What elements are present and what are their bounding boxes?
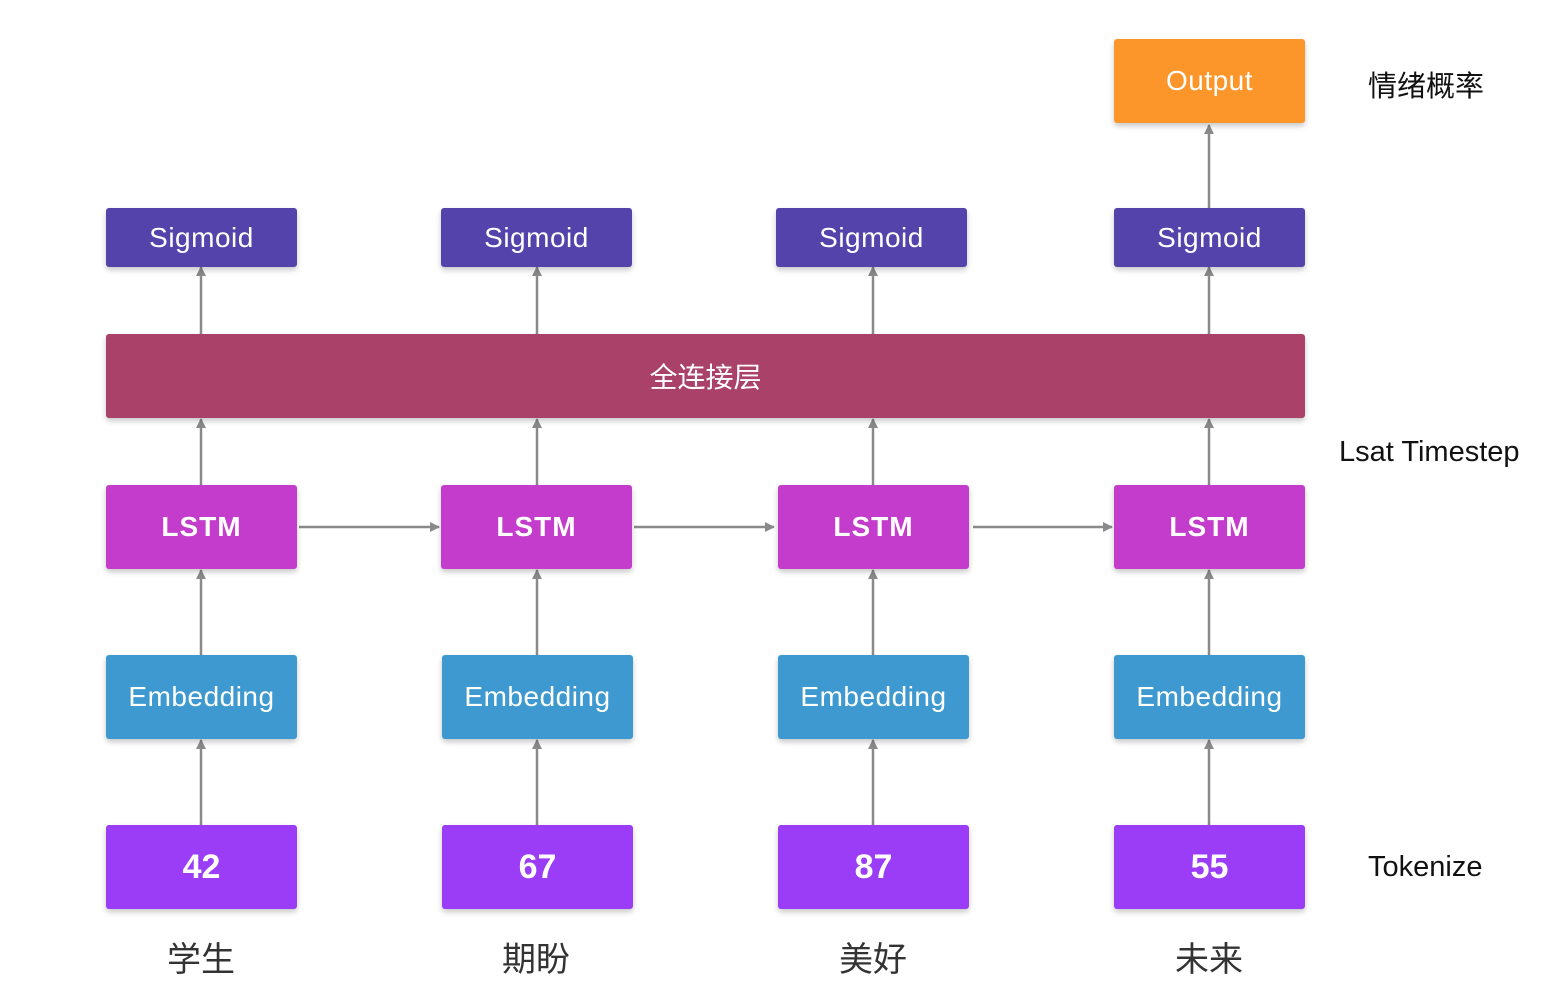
token-box: 87 [778, 825, 969, 909]
lstm-box: LSTM [106, 485, 297, 569]
fully-connected-layer: 全连接层 [106, 334, 1305, 418]
input-word: 美好 [839, 941, 907, 979]
embedding-box: Embedding [442, 655, 633, 739]
token-box: 42 [106, 825, 297, 909]
lstm-box: LSTM [778, 485, 969, 569]
embedding-box: Embedding [1114, 655, 1305, 739]
last-timestep-label: Lsat Timestep [1339, 436, 1520, 468]
output-side-label: 情绪概率 [1368, 71, 1485, 103]
sigmoid-box: Sigmoid [441, 208, 632, 267]
embedding-box: Embedding [778, 655, 969, 739]
output-box: Output [1114, 39, 1305, 123]
input-word: 学生 [167, 941, 235, 979]
input-word: 期盼 [502, 941, 570, 979]
embedding-box: Embedding [106, 655, 297, 739]
token-box: 55 [1114, 825, 1305, 909]
lstm-box: LSTM [441, 485, 632, 569]
tokenize-label: Tokenize [1368, 851, 1483, 883]
sigmoid-box: Sigmoid [1114, 208, 1305, 267]
lstm-box: LSTM [1114, 485, 1305, 569]
sigmoid-box: Sigmoid [776, 208, 967, 267]
sigmoid-box: Sigmoid [106, 208, 297, 267]
token-box: 67 [442, 825, 633, 909]
input-word: 未来 [1175, 941, 1243, 979]
